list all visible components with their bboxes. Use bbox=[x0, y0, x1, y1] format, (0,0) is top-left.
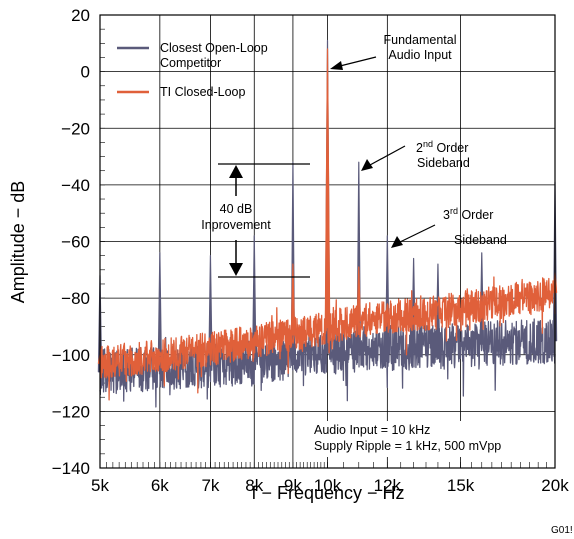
x-tick-label: 12k bbox=[374, 476, 402, 495]
note-audio-input: Audio Input = 10 kHz bbox=[314, 423, 430, 437]
y-tick-label: −40 bbox=[61, 176, 90, 195]
x-tick-label: 10k bbox=[314, 476, 342, 495]
annotation-second-order: 2nd Order Sideband bbox=[361, 139, 470, 171]
legend-label-open-loop-1: Closest Open-Loop bbox=[160, 41, 268, 55]
annotation-second-order-line1: 2nd Order bbox=[416, 139, 468, 155]
minor-ticks bbox=[100, 28, 547, 468]
legend-label-open-loop-2: Competitor bbox=[160, 56, 221, 70]
annotation-improvement: 40 dB Inprovement bbox=[201, 163, 310, 278]
y-tick-label: −120 bbox=[52, 402, 90, 421]
spectrum-peak bbox=[356, 266, 361, 322]
x-tick-label: 5k bbox=[91, 476, 109, 495]
legend: Closest Open-Loop Competitor TI Closed-L… bbox=[117, 41, 268, 99]
spectrum-peak bbox=[479, 303, 484, 306]
x-tick-label: 9k bbox=[284, 476, 302, 495]
annotation-third-order: 3rd Order Sideband bbox=[391, 206, 507, 248]
annotation-third-order-line2: Sideband bbox=[454, 233, 507, 247]
annotation-fundamental-line1: Fundamental bbox=[384, 33, 457, 47]
improvement-arrowhead-down bbox=[229, 263, 243, 276]
arrow-fundamental bbox=[339, 56, 377, 67]
spectrum-peak bbox=[157, 351, 163, 357]
annotation-third-order-line1: 3rd Order bbox=[443, 206, 493, 222]
y-tick-label: −20 bbox=[61, 119, 90, 138]
x-tick-label: 15k bbox=[447, 476, 475, 495]
y-tick-label: −100 bbox=[52, 346, 90, 365]
x-tick-label: 20k bbox=[541, 476, 569, 495]
x-axis-title: f − Frequency − Hz bbox=[251, 483, 404, 503]
arrow-second-order bbox=[369, 145, 406, 166]
x-tick-label: 6k bbox=[151, 476, 169, 495]
spectrum-peak bbox=[157, 252, 163, 370]
improvement-text-line2: Inprovement bbox=[201, 218, 271, 232]
spectrum-peak bbox=[411, 306, 416, 316]
annotation-fundamental-line2: Audio Input bbox=[388, 48, 452, 62]
x-tick-labels: 5k 6k 7k 8k 9k 10k 12k 15k 20k bbox=[91, 476, 569, 495]
y-tick-label: −140 bbox=[52, 459, 90, 478]
notes-background bbox=[310, 421, 550, 457]
x-tick-label: 7k bbox=[201, 476, 219, 495]
improvement-arrowhead-up bbox=[229, 165, 243, 178]
arrowhead-second-order bbox=[361, 159, 373, 171]
x-tick-label: 8k bbox=[245, 476, 263, 495]
arrow-third-order bbox=[399, 224, 436, 243]
annotation-second-order-line2: Sideband bbox=[417, 156, 470, 170]
y-tick-labels: 20 0 −20 −40 −60 −80 −100 −120 −140 bbox=[52, 6, 90, 478]
plot-frame bbox=[99, 14, 556, 469]
spectrum-peak bbox=[208, 342, 213, 350]
y-tick-label: −80 bbox=[61, 289, 90, 308]
note-supply-ripple: Supply Ripple = 1 kHz, 500 mVpp bbox=[314, 439, 501, 453]
legend-label-closed-loop: TI Closed-Loop bbox=[160, 85, 246, 99]
arrowhead-fundamental bbox=[330, 61, 343, 70]
annotation-fundamental: Fundamental Audio Input bbox=[330, 33, 456, 70]
arrowhead-third-order bbox=[391, 236, 403, 248]
figure-id: G01! bbox=[551, 525, 573, 536]
spectrum-peak bbox=[252, 235, 257, 363]
y-tick-label: 20 bbox=[71, 6, 90, 25]
series-layer bbox=[97, 39, 558, 408]
spectrum-peak bbox=[324, 48, 331, 329]
improvement-text-line1: 40 dB bbox=[220, 202, 253, 216]
y-tick-label: 0 bbox=[81, 63, 90, 82]
spectrum-peak bbox=[385, 303, 390, 319]
spectrum-peak bbox=[252, 334, 257, 343]
y-tick-label: −60 bbox=[61, 233, 90, 252]
y-axis-title: Amplitude − dB bbox=[8, 181, 28, 304]
spectrum-peak bbox=[290, 263, 296, 336]
